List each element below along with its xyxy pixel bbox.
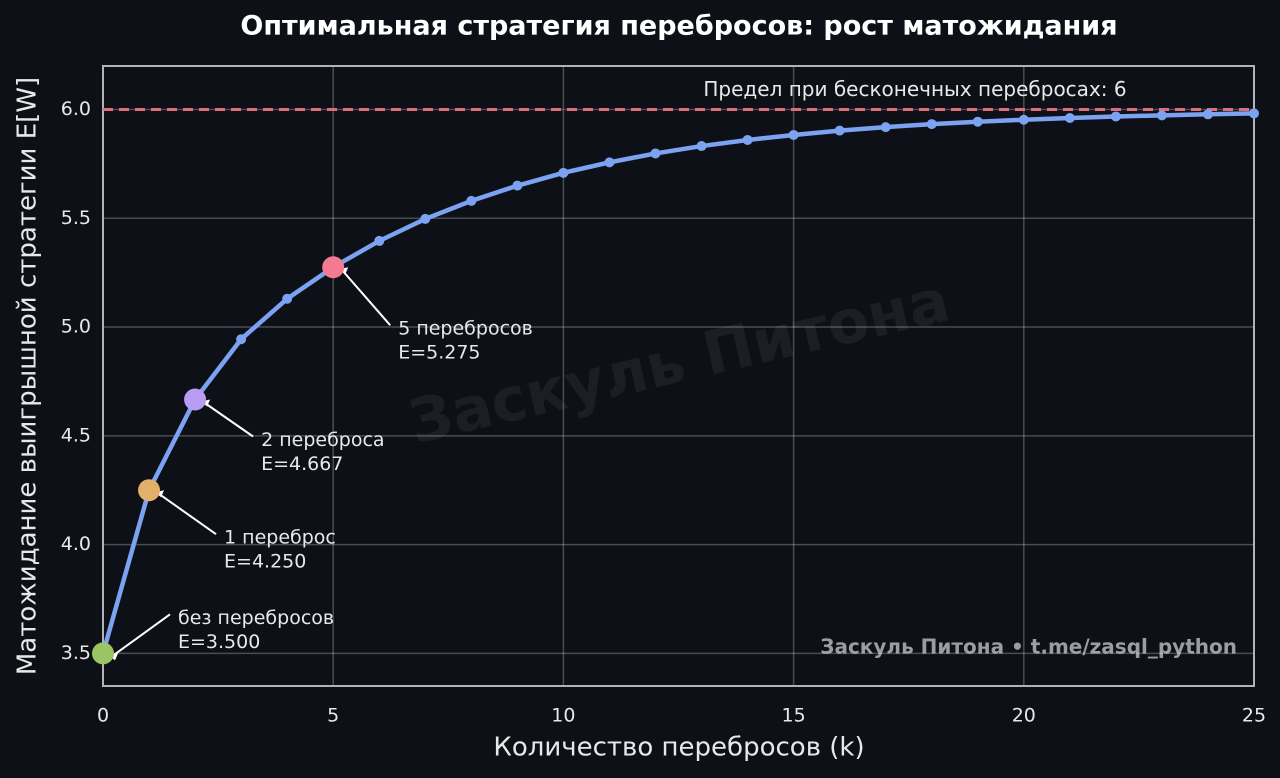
point [926, 119, 937, 130]
highlight-point [184, 388, 207, 411]
annotation-text: E=3.500 [178, 631, 260, 653]
point [880, 122, 891, 133]
point [1202, 109, 1213, 120]
y-tick-label: 5.5 [61, 207, 91, 229]
point [558, 167, 569, 178]
chart-title: Оптимальная стратегия перебросов: рост м… [240, 11, 1117, 42]
plot-frame [102, 65, 1255, 687]
x-tick-label: 25 [1242, 705, 1266, 727]
annotation-text: 5 перебросов [398, 318, 533, 340]
point [466, 195, 477, 206]
annotation-arrow [157, 492, 217, 536]
point [742, 134, 753, 145]
x-tick-label: 5 [327, 705, 339, 727]
reference-label: Предел при бесконечных перебросах: 6 [703, 77, 1126, 101]
highlight-point [322, 256, 345, 279]
point [282, 293, 293, 304]
annotation-arrow [203, 401, 254, 438]
y-axis-label: Матожидание выигрышной стратегии E[W] [13, 77, 43, 675]
y-tick-label: 3.5 [61, 642, 91, 664]
y-tick-label: 4.0 [61, 533, 91, 555]
line [100, 111, 1255, 654]
point [374, 235, 385, 246]
point [604, 157, 615, 168]
annotation-arrow [111, 613, 171, 658]
annotation-text: E=4.250 [224, 551, 306, 573]
y-tick-label: 6.0 [61, 98, 91, 120]
point [650, 148, 661, 159]
highlight-point [92, 642, 114, 665]
annotation-arrow [341, 269, 391, 326]
point [1110, 111, 1121, 122]
point [420, 213, 431, 224]
annotation-text: 2 переброса [261, 429, 384, 451]
y-tick-label: 5.0 [61, 316, 91, 338]
point [1249, 108, 1259, 119]
point [1064, 112, 1075, 123]
x-tick-label: 15 [782, 705, 806, 727]
x-tick-label: 10 [551, 705, 575, 727]
x-tick-label: 20 [1012, 705, 1036, 727]
x-tick-label: 0 [97, 705, 109, 727]
y-tick-label: 4.5 [61, 424, 91, 446]
point [696, 141, 707, 152]
point [236, 334, 247, 345]
point [1018, 114, 1029, 125]
point [1156, 110, 1167, 121]
annotation-text: 1 переброс [224, 527, 336, 549]
annotation-text: E=4.667 [261, 453, 343, 475]
annotation-text: без перебросов [178, 607, 334, 629]
annotation-text: E=5.275 [398, 342, 480, 364]
point [788, 129, 799, 140]
credit: Заскуль Питона • t.me/zasql_python [820, 635, 1237, 659]
x-axis-label: Количество перебросов (k) [493, 733, 864, 763]
point [834, 125, 845, 136]
point [512, 180, 523, 191]
highlight-point [138, 479, 161, 502]
point [972, 116, 983, 127]
